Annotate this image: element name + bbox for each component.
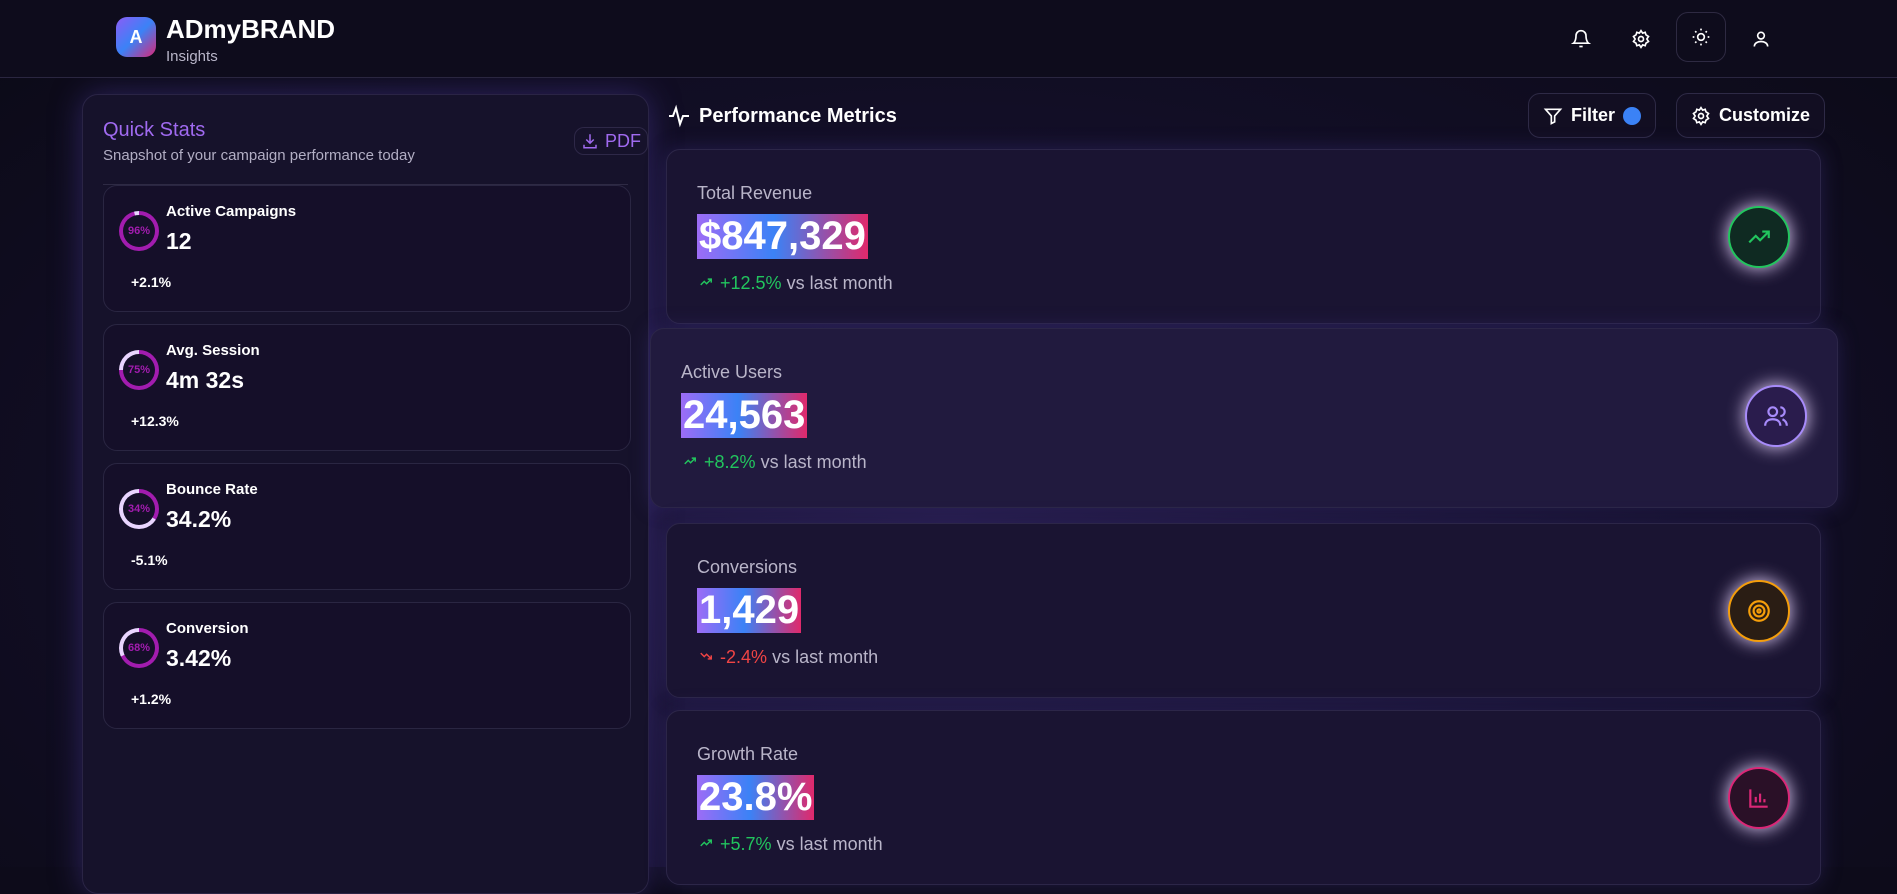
user-icon[interactable]	[1746, 24, 1776, 54]
gear-icon	[1692, 105, 1710, 126]
stat-label: Active Campaigns	[166, 203, 297, 220]
trend-up-icon	[684, 457, 696, 465]
stat-value: 34.2%	[166, 506, 232, 532]
metric-change: +12.5% vs last month	[697, 273, 893, 294]
stat-label: Avg. Session	[166, 342, 260, 359]
metric-label: Conversions	[697, 557, 798, 577]
metric-card[interactable]: Conversions 1,429 -2.4% vs last month	[666, 523, 1821, 698]
stat-change: +2.1%	[131, 274, 172, 290]
progress-ring: 34%	[119, 489, 159, 529]
metric-value: $847,329	[697, 214, 868, 259]
quick-stats-title: Quick Stats	[103, 119, 206, 141]
stat-label: Conversion	[166, 620, 249, 637]
progress-ring: 96%	[119, 211, 159, 251]
quick-stat-item[interactable]: 75% Avg. Session 4m 32s +12.3%	[103, 324, 631, 451]
metric-change: +5.7% vs last month	[697, 834, 883, 855]
stat-value: 12	[166, 228, 192, 254]
filter-button[interactable]: Filter	[1528, 93, 1657, 138]
users-icon	[1745, 385, 1807, 447]
brand-name: ADmyBRAND	[166, 14, 336, 44]
trend-down-icon	[700, 652, 712, 660]
quick-stats-panel: Quick Stats Snapshot of your campaign pe…	[82, 94, 649, 894]
stat-change: +1.2%	[131, 691, 172, 707]
trend-up-icon	[700, 839, 712, 847]
target-icon	[1728, 580, 1790, 642]
metric-card[interactable]: Active Users 24,563 +8.2% vs last month	[650, 328, 1838, 508]
activity-icon	[669, 104, 689, 128]
top-header: A ADmyBRAND Insights	[0, 0, 1897, 78]
stat-value: 3.42%	[166, 645, 232, 671]
metric-change: +8.2% vs last month	[681, 452, 867, 473]
stat-label: Bounce Rate	[166, 481, 258, 498]
bell-icon[interactable]	[1566, 24, 1596, 54]
trending-up-icon	[1728, 206, 1790, 268]
metric-label: Growth Rate	[697, 744, 799, 764]
download-icon	[583, 134, 597, 149]
metric-change: -2.4% vs last month	[697, 647, 878, 668]
stat-change: +12.3%	[131, 413, 179, 429]
quick-stats-subtitle: Snapshot of your campaign performance to…	[103, 147, 415, 164]
metric-value: 23.8%	[697, 775, 815, 820]
quick-stat-item[interactable]: 34% Bounce Rate 34.2% -5.1%	[103, 463, 631, 590]
logo[interactable]: A	[116, 17, 156, 57]
performance-metrics-title: Performance Metrics	[667, 104, 897, 128]
pdf-download-button[interactable]: PDF	[574, 127, 648, 155]
metric-label: Active Users	[681, 362, 783, 382]
quick-stat-item[interactable]: 68% Conversion 3.42% +1.2%	[103, 602, 631, 729]
metric-card[interactable]: Growth Rate 23.8% +5.7% vs last month	[666, 710, 1821, 885]
progress-ring: 68%	[119, 628, 159, 668]
stat-value: 4m 32s	[166, 367, 245, 393]
filter-icon	[1543, 108, 1563, 125]
brand-subtitle: Insights	[166, 48, 218, 65]
quick-stat-item[interactable]: 96% Active Campaigns 12 +2.1%	[103, 185, 631, 312]
pdf-label: PDF	[605, 130, 641, 151]
metric-card[interactable]: Total Revenue $847,329 +12.5% vs last mo…	[666, 149, 1821, 324]
progress-ring: 75%	[119, 350, 159, 390]
metric-label: Total Revenue	[697, 183, 813, 203]
customize-button[interactable]: Customize	[1676, 93, 1826, 138]
theme-toggle-sun-icon[interactable]	[1676, 12, 1726, 62]
bar-chart-icon	[1728, 767, 1790, 829]
stat-change: -5.1%	[131, 552, 168, 568]
divider	[103, 184, 628, 185]
gear-icon[interactable]	[1626, 24, 1656, 54]
filter-badge	[1623, 106, 1642, 125]
metric-value: 1,429	[697, 588, 802, 633]
metric-value: 24,563	[681, 393, 808, 438]
trend-up-icon	[700, 278, 712, 286]
